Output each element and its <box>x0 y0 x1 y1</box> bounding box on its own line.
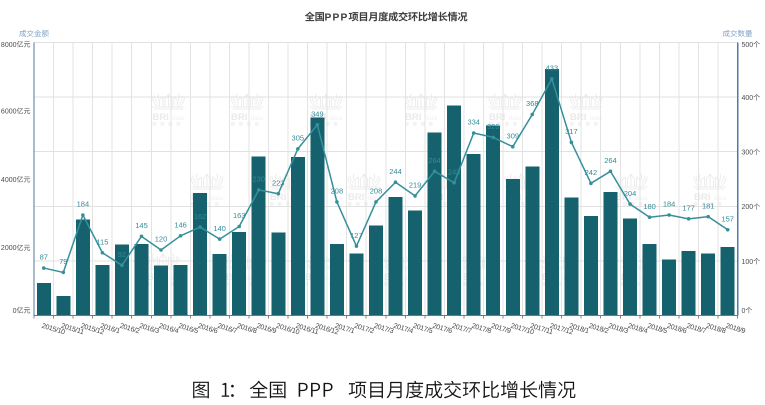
svg-text:87: 87 <box>40 253 48 262</box>
svg-text:146: 146 <box>174 221 187 230</box>
svg-text:184: 184 <box>77 200 90 209</box>
svg-text:115: 115 <box>96 237 108 246</box>
svg-text:500: 500 <box>742 42 754 49</box>
svg-text:242: 242 <box>585 168 598 177</box>
svg-text:368: 368 <box>526 99 539 108</box>
svg-text:243: 243 <box>448 168 461 177</box>
svg-text:163: 163 <box>233 211 246 220</box>
svg-text:2000: 2000 <box>1 245 17 252</box>
svg-text:349: 349 <box>311 110 324 119</box>
svg-text:264: 264 <box>428 156 441 165</box>
svg-text:334: 334 <box>467 118 480 127</box>
svg-text:317: 317 <box>565 127 578 136</box>
svg-text:184: 184 <box>663 200 676 209</box>
svg-text:433: 433 <box>546 64 559 73</box>
svg-text:120: 120 <box>155 235 168 244</box>
svg-text:8000: 8000 <box>1 42 17 49</box>
svg-text:400: 400 <box>742 95 754 102</box>
svg-text:6000: 6000 <box>1 109 17 116</box>
svg-text:200: 200 <box>742 204 754 211</box>
svg-text:230: 230 <box>252 175 265 184</box>
svg-text:157: 157 <box>721 215 734 224</box>
svg-text:127: 127 <box>350 231 363 240</box>
svg-text:219: 219 <box>409 181 422 190</box>
svg-text:79: 79 <box>59 257 67 266</box>
svg-text:326: 326 <box>487 122 500 131</box>
svg-text:300: 300 <box>742 150 754 157</box>
svg-text:181: 181 <box>702 201 715 210</box>
svg-text:180: 180 <box>643 202 656 211</box>
svg-text:0: 0 <box>13 308 17 315</box>
svg-text:264: 264 <box>604 156 617 165</box>
svg-text:140: 140 <box>213 224 226 233</box>
svg-text:4000: 4000 <box>1 177 17 184</box>
svg-text:208: 208 <box>331 187 344 196</box>
svg-text:305: 305 <box>292 134 305 143</box>
svg-text:204: 204 <box>624 189 637 198</box>
svg-text:208: 208 <box>370 187 383 196</box>
svg-text:244: 244 <box>389 167 402 176</box>
svg-text:100: 100 <box>742 259 754 266</box>
svg-text:223: 223 <box>272 178 285 187</box>
svg-text:177: 177 <box>682 204 695 213</box>
svg-text:145: 145 <box>135 221 148 230</box>
svg-text:PPP: PPP <box>325 12 349 23</box>
svg-text:309: 309 <box>507 131 520 140</box>
svg-text:0: 0 <box>742 308 746 315</box>
svg-text:162: 162 <box>194 212 207 221</box>
svg-text:92: 92 <box>118 250 126 259</box>
